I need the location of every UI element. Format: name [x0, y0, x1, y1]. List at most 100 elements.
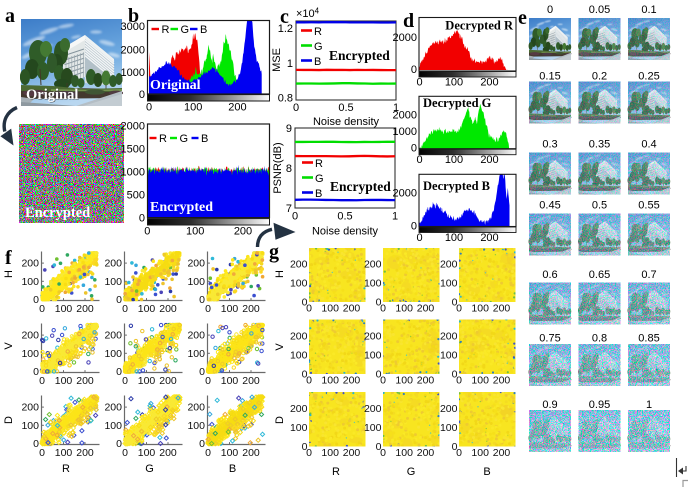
svg-text:B: B	[314, 56, 321, 68]
svg-text:500: 500	[127, 190, 145, 202]
svg-text:0: 0	[302, 441, 308, 453]
svg-text:100: 100	[471, 375, 489, 387]
svg-text:0.2: 0.2	[592, 71, 607, 83]
svg-text:G: G	[407, 466, 416, 478]
svg-text:100: 100	[21, 420, 39, 432]
svg-text:100: 100	[21, 348, 39, 360]
svg-text:1000: 1000	[393, 126, 417, 138]
svg-text:0: 0	[146, 102, 152, 114]
svg-text:100: 100	[55, 303, 73, 315]
svg-text:100: 100	[321, 303, 339, 315]
svg-text:0: 0	[122, 375, 128, 387]
svg-text:Encrypted: Encrypted	[330, 179, 391, 194]
svg-text:1: 1	[287, 58, 293, 70]
svg-text:1500: 1500	[121, 143, 145, 155]
svg-text:100: 100	[445, 154, 463, 166]
svg-text:200: 200	[493, 447, 511, 459]
svg-text:0.5: 0.5	[338, 102, 353, 114]
svg-text:0: 0	[122, 447, 128, 459]
svg-text:200: 200	[104, 330, 122, 342]
svg-text:100: 100	[104, 420, 122, 432]
svg-text:0: 0	[452, 369, 458, 381]
svg-text:200: 200	[480, 154, 498, 166]
svg-text:100: 100	[395, 447, 413, 459]
svg-text:0.7: 0.7	[641, 269, 656, 281]
svg-text:200: 200	[159, 303, 177, 315]
svg-text:100: 100	[187, 276, 205, 288]
svg-text:0: 0	[205, 447, 211, 459]
svg-text:100: 100	[221, 447, 239, 459]
svg-text:100: 100	[55, 447, 73, 459]
svg-text:Encrypted: Encrypted	[25, 205, 90, 221]
svg-text:2000: 2000	[393, 188, 417, 200]
svg-text:2000: 2000	[121, 120, 145, 132]
svg-text:0: 0	[205, 303, 211, 315]
svg-text:100: 100	[321, 447, 339, 459]
svg-text:0: 0	[411, 143, 417, 155]
svg-text:1: 1	[646, 399, 652, 411]
svg-text:0.05: 0.05	[589, 4, 610, 16]
svg-text:2000: 2000	[393, 32, 417, 44]
svg-text:200: 200	[440, 259, 458, 271]
svg-text:200: 200	[364, 259, 382, 271]
svg-text:G: G	[181, 24, 190, 36]
svg-text:0.4: 0.4	[641, 139, 656, 151]
svg-text:0.9: 0.9	[542, 399, 557, 411]
svg-text:e: e	[518, 7, 527, 29]
svg-text:0.65: 0.65	[589, 269, 610, 281]
svg-text:200: 200	[187, 258, 205, 270]
svg-text:100: 100	[364, 350, 382, 362]
svg-text:1: 1	[392, 211, 398, 223]
svg-text:0: 0	[547, 4, 553, 16]
svg-text:0: 0	[39, 375, 45, 387]
svg-text:0: 0	[452, 297, 458, 309]
svg-text:200: 200	[21, 330, 39, 342]
svg-text:0.3: 0.3	[542, 139, 557, 151]
svg-text:Decrypted G: Decrypted G	[423, 96, 492, 110]
svg-text:200: 200	[76, 447, 94, 459]
svg-text:100: 100	[290, 278, 308, 290]
svg-text:0.25: 0.25	[638, 71, 659, 83]
svg-text:200: 200	[480, 77, 498, 89]
svg-text:G: G	[145, 463, 154, 475]
svg-text:100: 100	[104, 348, 122, 360]
svg-text:0.5: 0.5	[592, 200, 607, 212]
svg-text:100: 100	[395, 375, 413, 387]
svg-text:0: 0	[411, 221, 417, 233]
svg-text:200: 200	[187, 402, 205, 414]
svg-text:0: 0	[416, 154, 422, 166]
svg-text:0: 0	[452, 441, 458, 453]
svg-text:0: 0	[39, 303, 45, 315]
svg-text:200: 200	[343, 375, 361, 387]
svg-text:B: B	[200, 24, 207, 36]
svg-text:100: 100	[471, 447, 489, 459]
svg-text:G: G	[315, 173, 324, 185]
svg-text:0: 0	[139, 212, 145, 224]
svg-text:0: 0	[376, 441, 382, 453]
svg-text:0.8: 0.8	[278, 92, 293, 104]
svg-text:100: 100	[364, 278, 382, 290]
svg-text:100: 100	[221, 375, 239, 387]
svg-text:0: 0	[144, 226, 150, 238]
svg-text:200: 200	[417, 375, 435, 387]
svg-text:100: 100	[395, 303, 413, 315]
svg-text:100: 100	[290, 350, 308, 362]
svg-text:200: 200	[21, 402, 39, 414]
svg-text:200: 200	[104, 402, 122, 414]
svg-text:200: 200	[480, 232, 498, 244]
svg-text:100: 100	[440, 278, 458, 290]
svg-text:0: 0	[416, 77, 422, 89]
svg-text:g: g	[269, 241, 279, 263]
svg-text:200: 200	[228, 102, 246, 114]
svg-text:G: G	[180, 133, 189, 145]
svg-text:Original: Original	[26, 87, 78, 103]
svg-text:0.95: 0.95	[589, 399, 610, 411]
svg-text:0.55: 0.55	[638, 200, 659, 212]
svg-text:f: f	[5, 247, 12, 269]
svg-text:Noise density: Noise density	[312, 226, 379, 238]
svg-text:100: 100	[21, 276, 39, 288]
svg-text:R: R	[332, 466, 340, 478]
svg-text:2000: 2000	[121, 44, 145, 56]
svg-text:200: 200	[187, 330, 205, 342]
svg-text:B: B	[201, 133, 208, 145]
